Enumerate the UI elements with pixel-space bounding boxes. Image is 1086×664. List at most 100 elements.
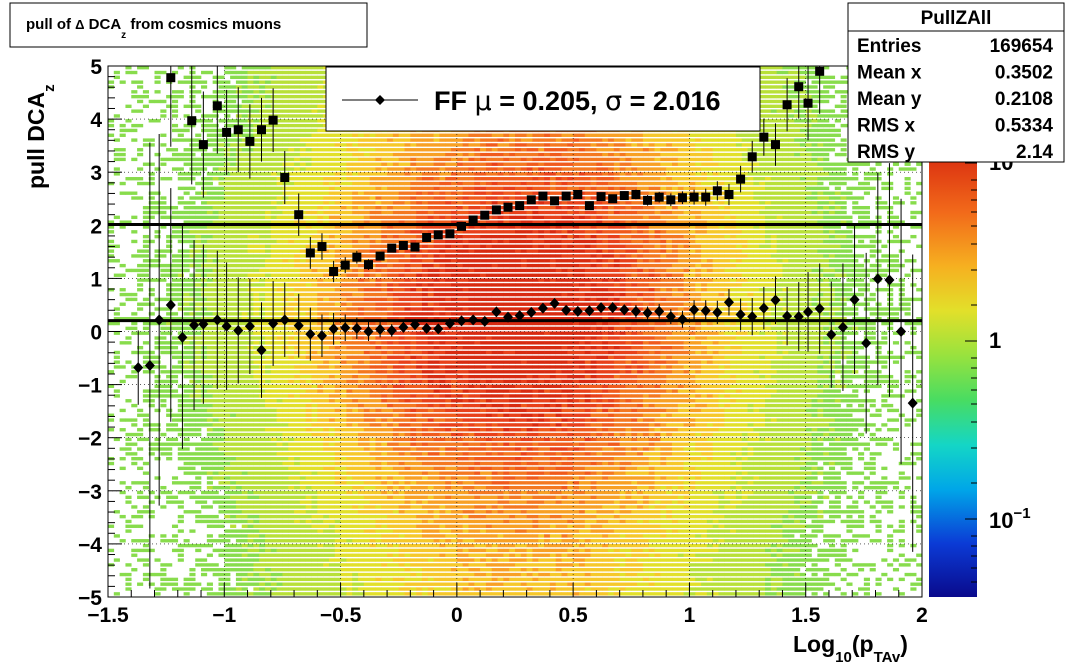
square-marker [666, 195, 676, 205]
diamond-marker [849, 294, 860, 306]
x-tick-label: −0.5 [320, 604, 362, 627]
palette-label-0.1: 10−1 [989, 505, 1031, 533]
diamond-marker [256, 344, 267, 356]
square-marker [233, 125, 243, 135]
y-tick-label: 4 [90, 109, 102, 132]
x-tick-label: 0.5 [559, 604, 589, 627]
diamond-marker [444, 318, 455, 330]
diamond-marker [503, 311, 514, 323]
square-marker [294, 210, 304, 220]
square-marker [608, 194, 618, 204]
stats-header: PullZAll [921, 8, 992, 29]
diamond-marker [526, 306, 537, 318]
stats-label: RMS y [857, 142, 916, 163]
diamond-marker [803, 306, 814, 318]
y-tick-label: −2 [78, 428, 102, 451]
diamond-marker [793, 311, 804, 323]
y-tick-label: 2 [90, 215, 102, 238]
square-marker [410, 242, 420, 252]
square-marker [538, 191, 548, 201]
diamond-marker [198, 318, 209, 330]
square-marker [363, 260, 373, 270]
square-marker [491, 205, 501, 215]
diamond-marker [537, 302, 548, 314]
stats-label: Mean y [857, 89, 922, 110]
diamond-marker [268, 318, 279, 330]
square-marker [166, 73, 176, 83]
grid-lines [108, 66, 922, 597]
x-tick-label: 0 [451, 604, 463, 627]
diamond-marker [747, 311, 758, 323]
legend-entry: FF μ = 0.205, σ = 2.016 [434, 86, 721, 117]
square-marker [222, 127, 232, 137]
diamond-marker [316, 330, 327, 342]
square-marker [375, 251, 385, 261]
square-marker [803, 98, 813, 108]
x-tick-label: −1 [212, 604, 236, 627]
square-marker [212, 101, 222, 111]
diamond-marker [468, 314, 479, 326]
diamond-marker [677, 313, 688, 325]
square-marker [445, 229, 455, 239]
square-marker [596, 192, 606, 202]
square-marker [794, 82, 804, 92]
square-marker [689, 192, 699, 202]
diamond-marker [293, 320, 304, 332]
y-tick-label: −5 [78, 587, 102, 610]
diamond-marker [363, 326, 374, 337]
diamond-marker [782, 310, 793, 322]
square-marker [770, 140, 780, 150]
diamond-marker [712, 306, 723, 318]
x-tick-label: 1 [684, 604, 696, 627]
stats-label: RMS x [857, 116, 916, 137]
square-marker [747, 152, 757, 162]
diamond-marker [630, 305, 641, 317]
square-marker [280, 173, 290, 183]
square-marker [724, 190, 734, 200]
diamond-marker [907, 397, 918, 409]
diamond-marker [433, 323, 444, 335]
square-marker [245, 136, 255, 146]
color-palette: 10 1 10−1 [929, 150, 1031, 597]
diamond-marker [409, 319, 420, 331]
diamond-marker [233, 324, 244, 336]
diamond-marker [351, 322, 362, 334]
legend-marker [375, 95, 385, 105]
diamond-marker [177, 331, 188, 343]
diamond-marker [221, 320, 232, 332]
diamond-marker [328, 323, 339, 335]
square-marker [643, 195, 653, 205]
diamond-marker [212, 314, 223, 326]
x-tick-label: 1.5 [791, 604, 821, 627]
stats-value: 0.3502 [995, 63, 1053, 84]
diamond-marker [491, 306, 502, 318]
square-marker [759, 132, 769, 142]
diamond-marker [758, 302, 769, 314]
diamond-marker [398, 321, 409, 333]
square-marker [631, 190, 641, 200]
x-tick-label: −1.5 [87, 604, 129, 627]
diamond-marker [189, 319, 200, 331]
square-marker [268, 115, 278, 125]
square-marker [584, 201, 594, 211]
y-tick-label: 0 [90, 322, 102, 345]
square-marker [198, 140, 208, 150]
stats-value: 0.5334 [995, 116, 1054, 137]
diamond-marker [596, 302, 607, 314]
diamond-marker [375, 323, 386, 335]
square-marker [815, 66, 825, 76]
square-marker [550, 196, 560, 206]
diamond-marker [584, 305, 595, 317]
stats-value: 169654 [990, 36, 1054, 57]
diamond-marker [735, 309, 746, 321]
square-marker [561, 191, 571, 201]
diamond-marker [456, 315, 467, 327]
square-marker [352, 252, 362, 262]
diamond-marker [723, 296, 734, 308]
stats-box: PullZAll Entries 169654 Mean x 0.3502 Mean y… [847, 2, 1065, 163]
square-marker [736, 174, 746, 184]
square-marker [387, 243, 397, 253]
square-marker [329, 266, 339, 276]
square-marker [782, 100, 792, 110]
